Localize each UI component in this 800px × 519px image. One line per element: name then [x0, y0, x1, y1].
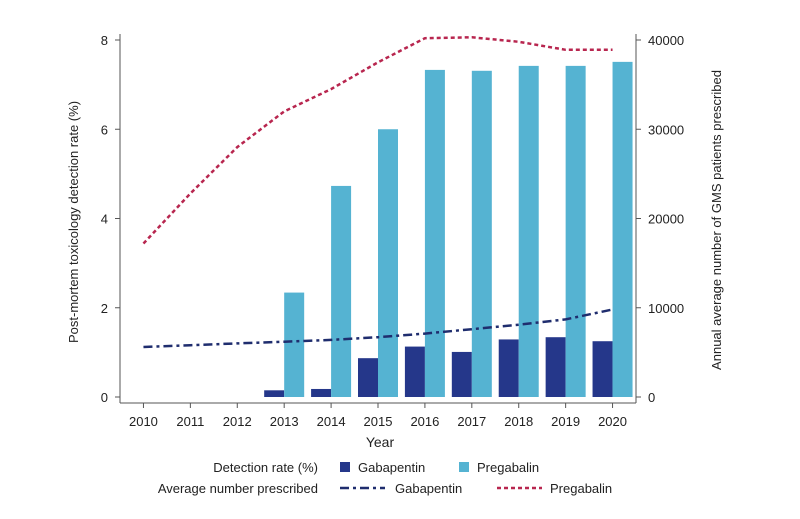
bar-pregabalin-2019	[565, 65, 586, 397]
x-tick-label: 2016	[410, 414, 439, 429]
bar-pregabalin-2018	[518, 65, 539, 397]
legend-gabapentin-bar-swatch	[340, 462, 350, 472]
x-axis: 2010 2011 2012 2013 2014 2015 2016 2017 2018 2019…	[120, 402, 636, 429]
left-tick-label: 8	[101, 33, 108, 48]
bar-pregabalin-2017	[471, 70, 492, 397]
legend-pregabalin-bar-label: Pregabalin	[477, 460, 539, 475]
legend-gabapentin-line-label: Gabapentin	[395, 481, 462, 496]
bar-pregabalin-2015	[378, 129, 398, 397]
legend-pregabalin-bar-swatch	[459, 462, 469, 472]
y-axis-label-right: Annual average number of GMS patients pr…	[709, 70, 724, 370]
line-pregabalin	[142, 36, 613, 245]
left-tick-label: 4	[101, 212, 108, 227]
line-gabapentin	[143, 308, 613, 349]
bar-gabapentin-2020	[592, 341, 613, 397]
bar-gabapentin-2017	[451, 351, 472, 397]
bar-gabapentin-2015	[358, 358, 378, 397]
bar-pregabalin-2013	[284, 292, 305, 397]
x-tick-label: 2012	[223, 414, 252, 429]
bar-pregabalin-2014	[331, 185, 352, 397]
right-tick-label: 10000	[648, 301, 684, 316]
x-tick-label: 2010	[129, 414, 158, 429]
x-tick-label: 2020	[598, 414, 627, 429]
x-tick-label: 2019	[551, 414, 580, 429]
y-axis-label-left: Post-mortem toxicology detection rate (%…	[66, 101, 81, 343]
x-tick-label: 2014	[317, 414, 346, 429]
x-tick-label: 2015	[364, 414, 393, 429]
bar-pregabalin-2020	[612, 61, 633, 398]
legend-prescribed-label: Average number prescribed	[158, 481, 318, 496]
x-tick-label: 2017	[457, 414, 486, 429]
bar-gabapentin-2014	[311, 388, 332, 397]
x-tick-label: 2013	[270, 414, 299, 429]
right-tick-label: 0	[648, 390, 655, 405]
left-y-axis: 0 2 4 6 8	[101, 33, 121, 405]
right-y-axis: 0 10000 20000 30000 40000	[635, 33, 684, 405]
bar-gabapentin-2018	[498, 339, 519, 397]
bar-pregabalin-2016	[424, 69, 445, 398]
bar-gabapentin-2016	[404, 346, 425, 397]
legend-detection-label: Detection rate (%)	[213, 460, 318, 475]
bars-group	[264, 61, 633, 398]
right-tick-label: 20000	[648, 212, 684, 227]
bar-gabapentin-2013	[264, 390, 285, 397]
legend-gabapentin-bar-label: Gabapentin	[358, 460, 425, 475]
legend: Detection rate (%) Gabapentin Pregabalin…	[158, 460, 612, 496]
lines-group	[142, 36, 613, 349]
x-axis-label: Year	[366, 434, 395, 450]
left-tick-label: 2	[101, 301, 108, 316]
right-tick-label: 40000	[648, 33, 684, 48]
left-tick-label: 0	[101, 390, 108, 405]
x-tick-label: 2011	[176, 414, 204, 429]
left-tick-label: 6	[101, 122, 108, 137]
x-tick-label: 2018	[504, 414, 533, 429]
legend-pregabalin-line-label: Pregabalin	[550, 481, 612, 496]
bar-gabapentin-2019	[545, 337, 566, 397]
right-tick-label: 30000	[648, 122, 684, 137]
